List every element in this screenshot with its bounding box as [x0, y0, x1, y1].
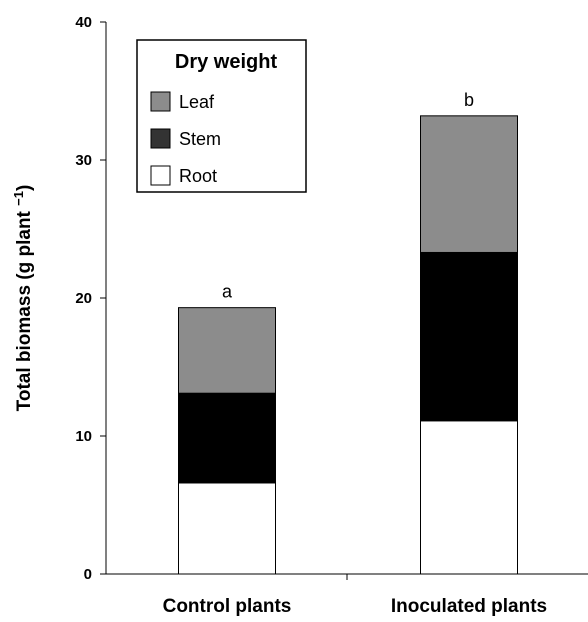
x-tick-label: Control plants — [163, 596, 292, 617]
legend-label-leaf: Leaf — [179, 92, 215, 112]
y-tick-label: 20 — [75, 290, 92, 307]
significance-label: a — [222, 282, 233, 302]
x-tick-label: Inoculated plants — [391, 596, 547, 617]
y-tick-label: 30 — [75, 152, 92, 169]
bar-stem-0 — [178, 392, 276, 484]
legend-swatch-stem — [150, 128, 171, 149]
y-axis-label-main: Total biomass (g plant — [14, 210, 35, 411]
bar-leaf-0 — [178, 307, 276, 394]
y-axis-label: Total biomass (g plant −1) — [11, 185, 36, 412]
bar-leaf-1 — [420, 115, 518, 253]
y-tick-label: 0 — [84, 566, 92, 583]
legend-label-root: Root — [179, 166, 217, 186]
legend-swatch-leaf — [150, 91, 171, 112]
legend: Dry weight Leaf Stem Root — [136, 39, 307, 193]
y-axis-label-suffix: ) — [14, 185, 35, 191]
legend-swatch-root — [150, 165, 171, 186]
bar-stem-1 — [420, 251, 518, 422]
legend-title: Dry weight — [175, 51, 278, 73]
bars: ab — [178, 90, 518, 575]
y-tick-label: 10 — [75, 428, 92, 445]
bar-root-0 — [178, 482, 276, 575]
significance-label: b — [464, 90, 474, 110]
y-axis: 0 10 20 30 40 — [75, 14, 107, 583]
x-tick-labels: Control plants Inoculated plants — [163, 596, 548, 617]
bar-root-1 — [420, 420, 518, 575]
y-axis-label-superscript: −1 — [11, 191, 26, 206]
legend-label-stem: Stem — [179, 129, 221, 149]
y-tick-label: 40 — [75, 14, 92, 31]
